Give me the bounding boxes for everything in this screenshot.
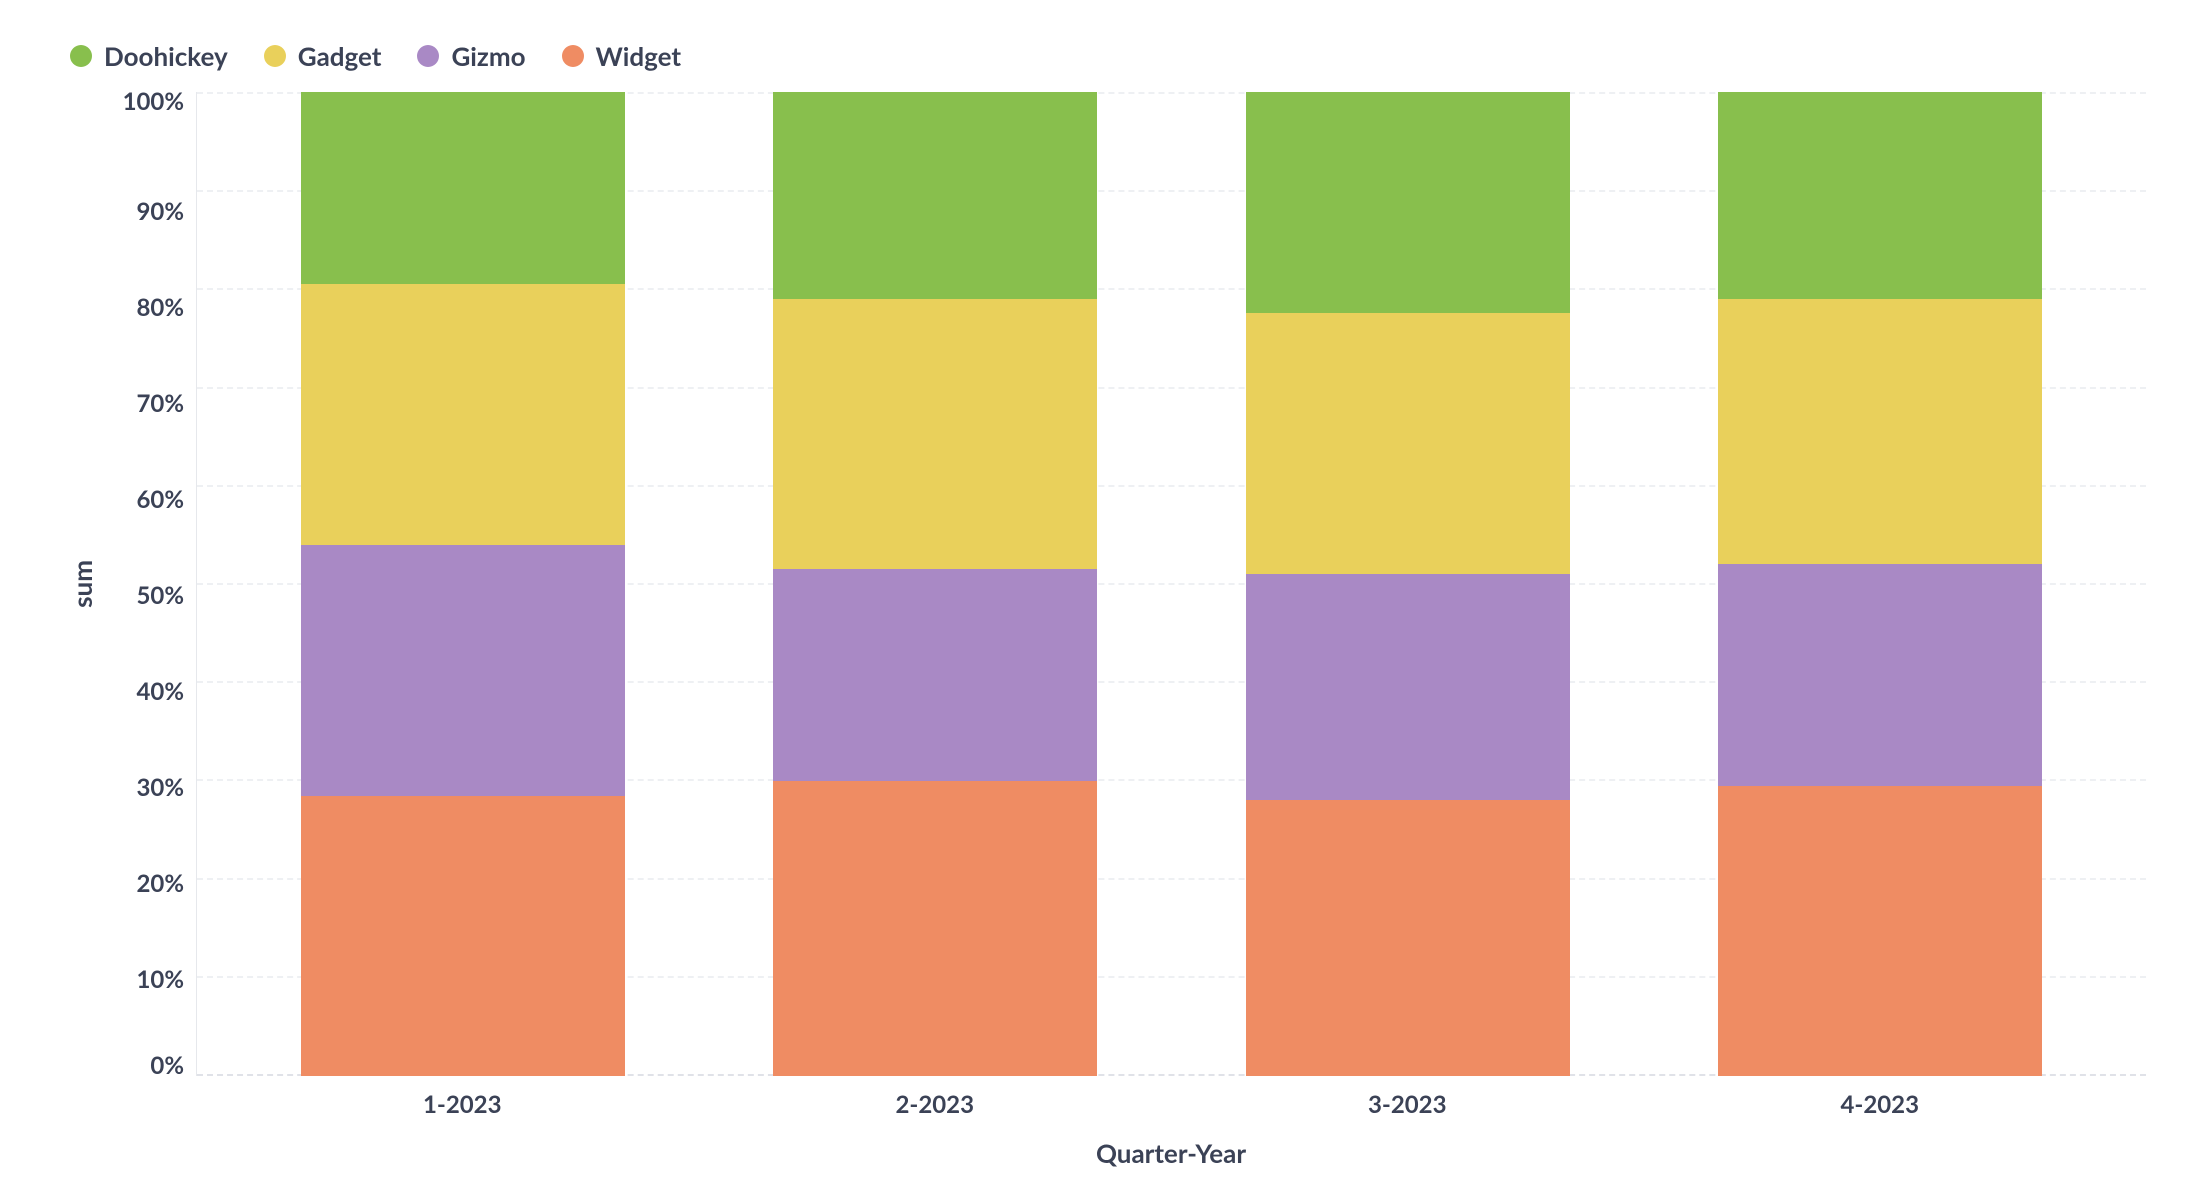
segment-widget[interactable] (301, 796, 625, 1076)
y-tick: 30% (136, 776, 184, 800)
x-axis: 1-2023 2-2023 3-2023 4-2023 (196, 1076, 2146, 1119)
legend-swatch (70, 45, 92, 67)
segment-gizmo[interactable] (301, 545, 625, 796)
y-tick: 80% (136, 296, 184, 320)
legend-swatch (417, 45, 439, 67)
stacked-bar-chart: Doohickey Gadget Gizmo Widget sum 100% 90% 80… (0, 0, 2206, 1184)
legend-label: Doohickey (104, 40, 228, 72)
legend-item-gadget[interactable]: Gadget (264, 40, 382, 72)
x-tick-label: 1-2023 (254, 1090, 670, 1119)
y-tick: 20% (136, 872, 184, 896)
segment-gadget[interactable] (773, 299, 1097, 570)
segment-doohickey[interactable] (1246, 92, 1570, 313)
segment-doohickey[interactable] (301, 92, 625, 284)
bar-4-2023[interactable] (1718, 92, 2042, 1076)
y-tick: 70% (136, 392, 184, 416)
segment-gadget[interactable] (301, 284, 625, 545)
bars-row (197, 92, 2146, 1076)
x-axis-title: Quarter-Year (196, 1137, 2146, 1169)
bar-1-2023[interactable] (301, 92, 625, 1076)
bar-slot (255, 92, 671, 1076)
bar-3-2023[interactable] (1246, 92, 1570, 1076)
segment-widget[interactable] (773, 781, 1097, 1076)
legend-swatch (562, 45, 584, 67)
x-tick-label: 4-2023 (1672, 1090, 2088, 1119)
y-axis-title: sum (60, 560, 104, 608)
y-tick: 50% (136, 584, 184, 608)
segment-gizmo[interactable] (773, 569, 1097, 781)
bar-slot (728, 92, 1144, 1076)
y-tick: 100% (123, 90, 184, 114)
y-tick: 40% (136, 680, 184, 704)
legend-label: Gizmo (451, 40, 525, 72)
segment-doohickey[interactable] (1718, 92, 2042, 299)
legend-label: Gadget (298, 40, 382, 72)
bar-slot (1200, 92, 1616, 1076)
segment-gadget[interactable] (1718, 299, 2042, 565)
y-tick: 10% (136, 968, 184, 992)
bar-slot (1672, 92, 2088, 1076)
x-tick-label: 3-2023 (1199, 1090, 1615, 1119)
segment-widget[interactable] (1246, 800, 1570, 1076)
segment-gizmo[interactable] (1718, 564, 2042, 785)
segment-gadget[interactable] (1246, 313, 1570, 574)
legend-item-gizmo[interactable]: Gizmo (417, 40, 525, 72)
legend: Doohickey Gadget Gizmo Widget (70, 40, 2146, 72)
x-tick-label: 2-2023 (727, 1090, 1143, 1119)
y-tick: 60% (136, 488, 184, 512)
y-tick: 0% (150, 1054, 184, 1078)
bar-2-2023[interactable] (773, 92, 1097, 1076)
legend-item-widget[interactable]: Widget (562, 40, 681, 72)
legend-item-doohickey[interactable]: Doohickey (70, 40, 228, 72)
y-tick: 90% (136, 200, 184, 224)
y-axis: 100% 90% 80% 70% 60% 50% 40% 30% 20% 10% 0% (104, 92, 196, 1076)
plot-area (196, 92, 2146, 1076)
segment-doohickey[interactable] (773, 92, 1097, 299)
segment-gizmo[interactable] (1246, 574, 1570, 800)
legend-swatch (264, 45, 286, 67)
segment-widget[interactable] (1718, 786, 2042, 1076)
legend-label: Widget (596, 40, 681, 72)
